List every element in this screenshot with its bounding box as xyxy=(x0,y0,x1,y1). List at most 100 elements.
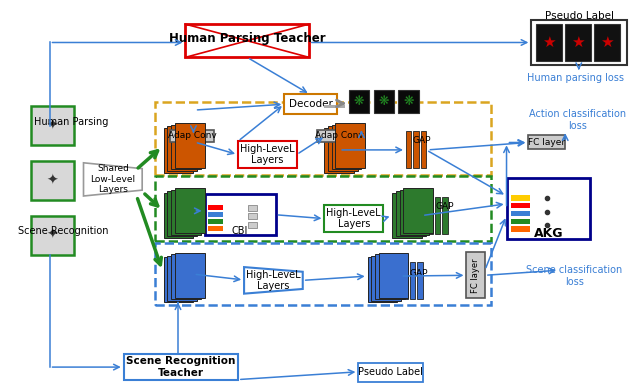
Bar xyxy=(238,141,296,168)
Bar xyxy=(164,128,193,172)
Bar xyxy=(168,191,197,236)
Bar xyxy=(168,256,197,301)
Text: FC layer: FC layer xyxy=(471,258,480,292)
Bar xyxy=(506,178,590,239)
Bar xyxy=(396,191,426,236)
Text: Shared
Low-Level
Layers: Shared Low-Level Layers xyxy=(90,165,136,194)
Bar xyxy=(392,193,422,238)
Text: ★: ★ xyxy=(542,35,556,50)
Text: ★: ★ xyxy=(600,35,614,50)
Bar xyxy=(531,20,627,65)
Polygon shape xyxy=(244,267,303,294)
Bar xyxy=(565,24,591,61)
Text: ✦: ✦ xyxy=(47,173,58,187)
Bar xyxy=(124,354,238,379)
Bar xyxy=(467,252,485,298)
Bar xyxy=(335,123,365,168)
Bar xyxy=(374,90,394,113)
Bar xyxy=(31,216,74,254)
Text: Adap Conv: Adap Conv xyxy=(315,131,364,140)
Bar xyxy=(175,252,205,298)
Bar xyxy=(207,212,223,217)
Text: Scene classification
loss: Scene classification loss xyxy=(526,265,623,287)
Text: ❋: ❋ xyxy=(403,95,413,108)
Text: Scene Recognition: Scene Recognition xyxy=(18,226,108,236)
Bar xyxy=(379,252,408,298)
Text: Human Parsing Teacher: Human Parsing Teacher xyxy=(169,32,326,45)
Text: GAP: GAP xyxy=(436,201,454,211)
Bar xyxy=(324,128,354,172)
Text: High-LeveL
Layers: High-LeveL Layers xyxy=(246,270,301,291)
Bar xyxy=(205,194,276,235)
Bar xyxy=(154,243,491,305)
Bar xyxy=(31,161,74,200)
Bar xyxy=(511,211,530,216)
Bar xyxy=(172,254,201,299)
Bar xyxy=(248,213,257,220)
Bar xyxy=(186,24,309,57)
Text: FC layer: FC layer xyxy=(528,138,565,147)
Text: Adap Conv: Adap Conv xyxy=(168,131,216,140)
Bar xyxy=(417,261,422,299)
Bar xyxy=(31,106,74,145)
Text: ❋: ❋ xyxy=(378,95,389,108)
Text: High-LeveL
Layers: High-LeveL Layers xyxy=(326,208,381,229)
Bar xyxy=(207,226,223,231)
Text: Human parsing loss: Human parsing loss xyxy=(527,73,624,83)
Bar xyxy=(528,136,565,149)
Bar xyxy=(402,261,408,299)
Bar xyxy=(413,131,419,168)
Bar xyxy=(170,130,214,142)
Bar xyxy=(511,227,530,232)
Text: Action classification
loss: Action classification loss xyxy=(529,109,626,131)
Bar xyxy=(420,131,426,168)
Bar xyxy=(164,193,193,238)
Bar xyxy=(172,125,201,169)
Bar xyxy=(154,176,491,241)
Bar xyxy=(428,197,433,234)
Bar xyxy=(175,123,205,168)
Bar xyxy=(400,190,429,235)
Bar xyxy=(349,90,369,113)
Text: ★: ★ xyxy=(572,35,585,50)
Bar xyxy=(317,130,362,142)
Text: AKG: AKG xyxy=(534,227,563,240)
Bar xyxy=(328,126,358,171)
Bar xyxy=(371,256,401,301)
Text: GAP: GAP xyxy=(412,136,431,145)
Bar xyxy=(172,190,201,235)
Bar xyxy=(511,195,530,201)
Bar xyxy=(511,203,530,209)
Text: ✦: ✦ xyxy=(47,228,58,242)
Bar xyxy=(594,24,620,61)
Text: Scene Recognition
Teacher: Scene Recognition Teacher xyxy=(126,356,236,378)
Bar xyxy=(406,131,412,168)
Bar xyxy=(207,219,223,224)
Text: ❋: ❋ xyxy=(354,95,364,108)
Bar xyxy=(536,24,562,61)
Bar xyxy=(324,205,383,232)
Bar xyxy=(324,105,345,108)
Text: CBI: CBI xyxy=(232,226,248,236)
Bar xyxy=(367,257,397,302)
Bar xyxy=(410,261,415,299)
Text: Pseudo Label: Pseudo Label xyxy=(358,367,423,377)
Bar xyxy=(332,125,362,169)
Bar xyxy=(375,254,404,299)
Bar xyxy=(164,257,193,302)
Text: Human Parsing: Human Parsing xyxy=(34,117,108,127)
Bar xyxy=(168,126,197,171)
Text: Pseudo Label: Pseudo Label xyxy=(545,11,614,20)
Bar xyxy=(248,222,257,228)
Bar xyxy=(403,188,433,233)
Bar xyxy=(154,102,491,174)
Bar xyxy=(175,188,205,233)
Bar xyxy=(207,205,223,210)
Text: ✦: ✦ xyxy=(47,119,58,132)
Bar xyxy=(399,90,419,113)
Bar xyxy=(435,197,440,234)
Bar xyxy=(511,219,530,224)
Bar xyxy=(358,363,423,381)
Bar xyxy=(284,94,337,114)
Text: Decoder: Decoder xyxy=(289,99,332,109)
